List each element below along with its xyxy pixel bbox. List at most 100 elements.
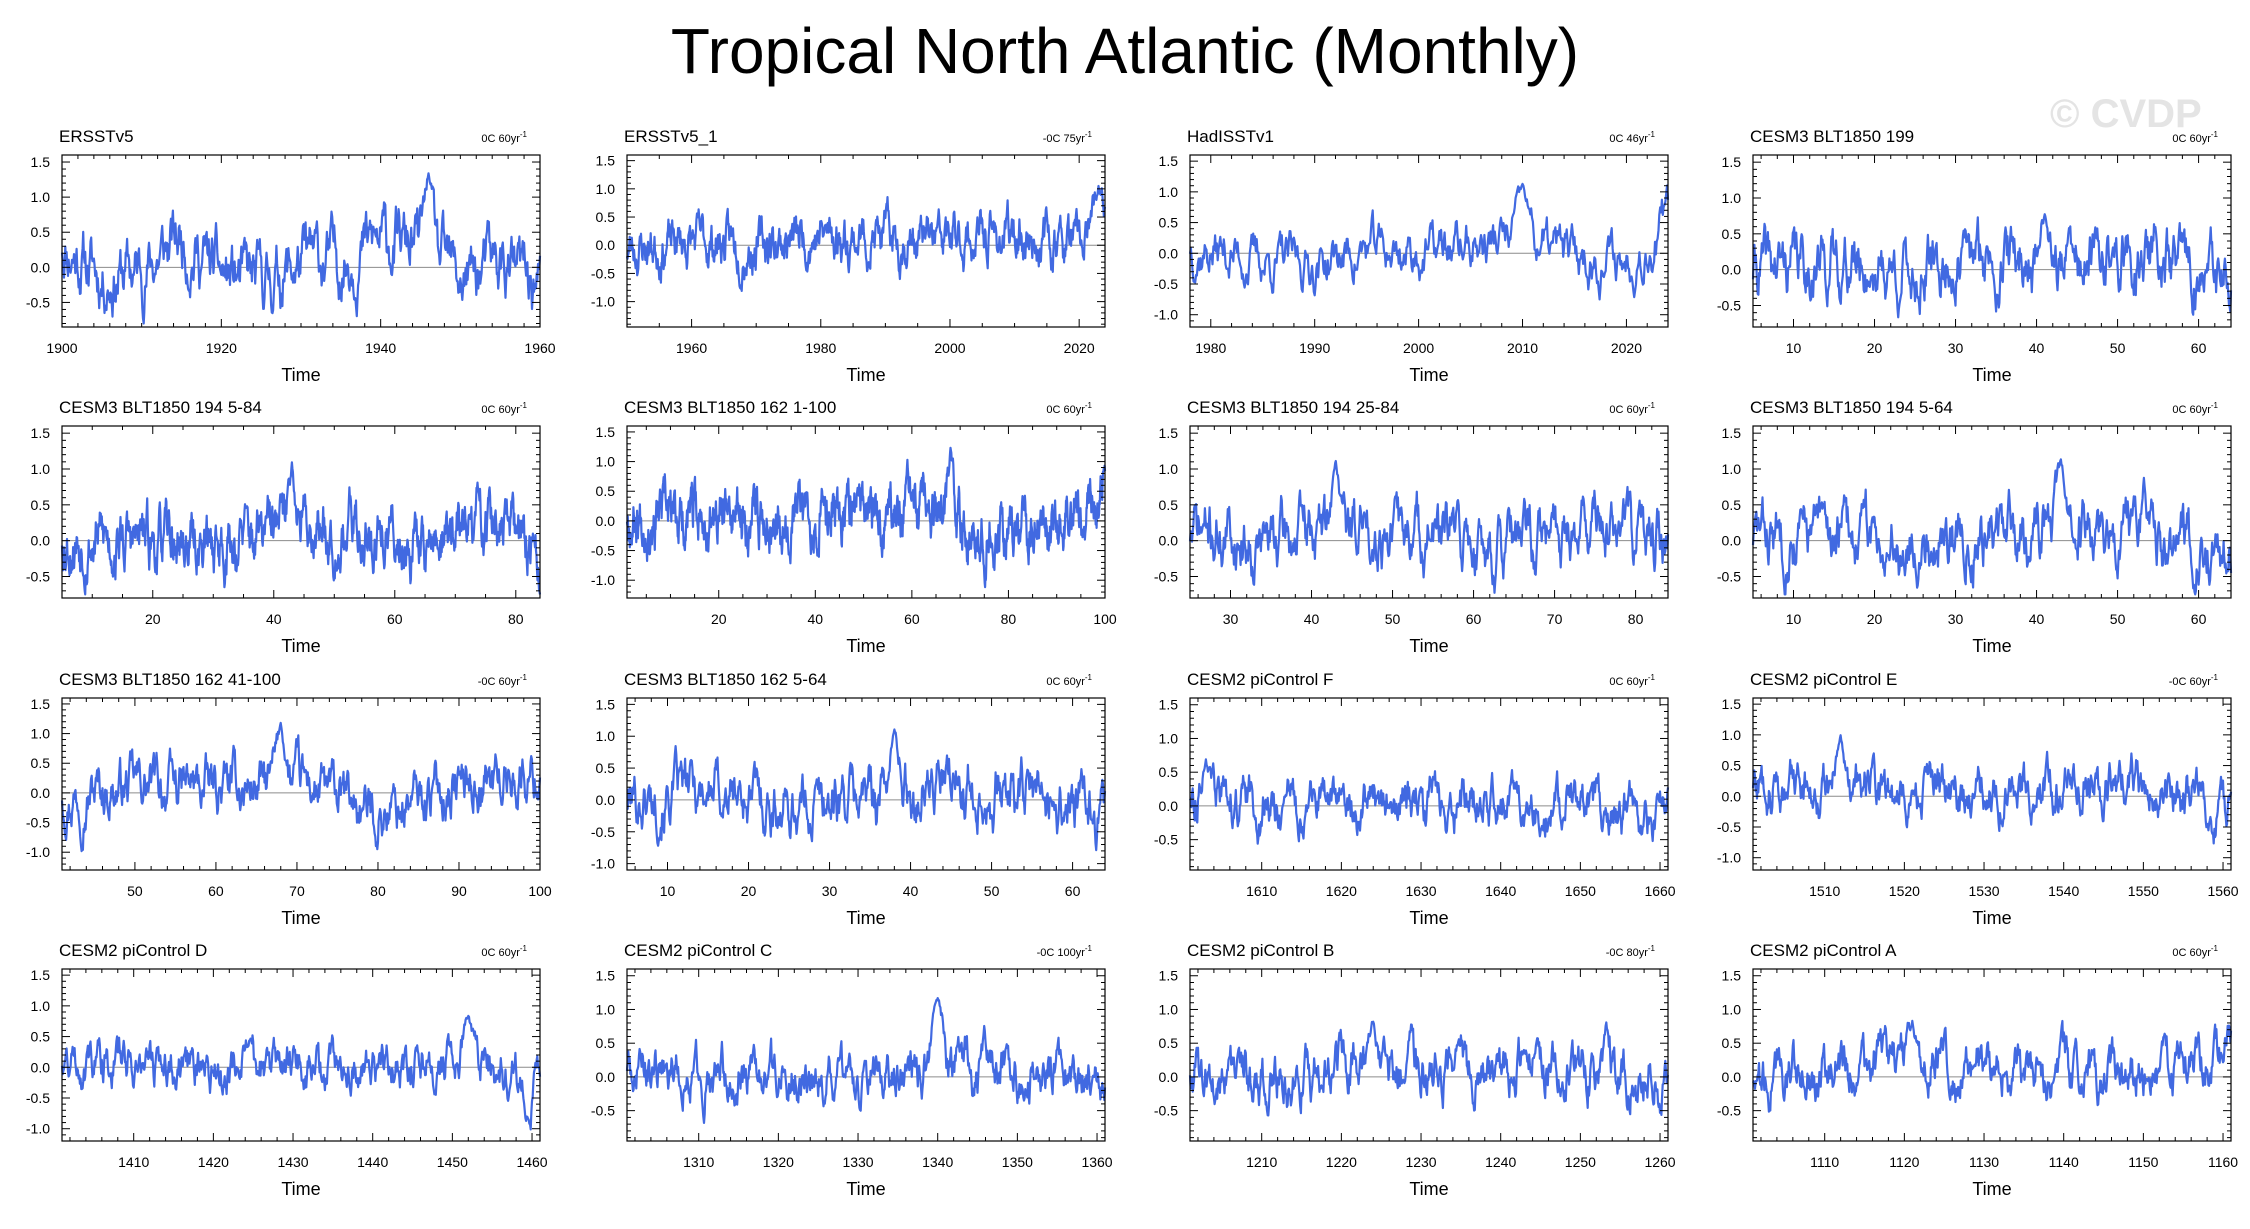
x-axis-label: Time (281, 365, 320, 385)
x-tick-label: 80 (1001, 611, 1017, 627)
x-tick-label: 1460 (516, 1154, 547, 1170)
y-tick-label: 0.5 (1159, 1035, 1179, 1051)
plot-frame (61, 697, 541, 871)
x-tick-label: 1450 (437, 1154, 468, 1170)
y-tick-label: 0.5 (1722, 497, 1742, 513)
x-axis-label: Time (1409, 365, 1448, 385)
y-tick-label: 0.5 (1722, 758, 1742, 774)
chart-panel: CESM2 piControl A 0C 60yr-1 -0.5 0.0 0.5 1.0 1… (1717, 941, 2238, 1199)
trend-label: -0C 60yr-1 (478, 673, 528, 688)
x-tick-label: 1260 (1644, 1154, 1675, 1170)
x-tick-label: 60 (2191, 340, 2207, 356)
y-tick-label: -0.5 (26, 569, 50, 585)
trend-label: -0C 75yr-1 (1043, 130, 1093, 145)
x-tick-label: 1440 (357, 1154, 388, 1170)
y-tick-label: 0.0 (31, 785, 51, 801)
y-tick-label: -1.0 (591, 856, 615, 872)
x-tick-label: 40 (2029, 611, 2045, 627)
chart-panel: HadISSTv1 0C 46yr-1 -1.0 -0.5 0.0 0.5 1.0 1.5 19… (1154, 127, 1670, 385)
chart-title: CESM2 piControl A (1750, 941, 1897, 960)
y-tick-label: -1.0 (26, 844, 50, 860)
page-title: Tropical North Atlantic (Monthly) (670, 15, 1580, 87)
y-tick-label: -1.0 (26, 1121, 50, 1137)
x-tick-label: 1980 (805, 340, 836, 356)
y-tick-label: -1.0 (591, 294, 615, 310)
y-tick-label: 0.0 (1159, 1069, 1179, 1085)
x-tick-label: 1310 (683, 1154, 714, 1170)
x-tick-label: 2020 (1064, 340, 1095, 356)
y-tick-label: 1.5 (1722, 696, 1742, 712)
y-tick-label: 0.5 (31, 224, 51, 240)
y-tick-label: 0.0 (596, 237, 616, 253)
plot-frame (1752, 154, 2232, 328)
x-tick-label: 40 (266, 611, 282, 627)
x-tick-label: 1940 (365, 340, 396, 356)
x-axis-label: Time (846, 365, 885, 385)
y-tick-label: -0.5 (26, 1090, 50, 1106)
x-tick-label: 40 (903, 883, 919, 899)
y-tick-label: 1.0 (596, 728, 616, 744)
y-tick-label: 0.5 (596, 760, 616, 776)
chart-title: CESM3 BLT1850 162 41-100 (59, 670, 281, 689)
y-tick-label: 1.0 (1159, 184, 1179, 200)
y-tick-label: 0.0 (1722, 788, 1742, 804)
x-axis-label: Time (1972, 1179, 2011, 1199)
x-tick-label: 1160 (2208, 1154, 2238, 1170)
x-tick-label: 1980 (1195, 340, 1226, 356)
x-tick-label: 1250 (1565, 1154, 1596, 1170)
y-tick-label: 1.5 (31, 967, 51, 983)
trend-label: 0C 60yr-1 (1046, 673, 1092, 688)
x-tick-label: 1430 (277, 1154, 308, 1170)
plot-frame (1752, 968, 2232, 1142)
data-series-line (1188, 758, 1670, 845)
x-tick-label: 60 (904, 611, 920, 627)
y-tick-label: 1.5 (31, 425, 51, 441)
x-tick-label: 1510 (1809, 883, 1840, 899)
x-tick-label: 60 (1466, 611, 1482, 627)
trend-label: 0C 60yr-1 (2172, 944, 2218, 959)
y-tick-label: 1.5 (596, 153, 616, 169)
y-tick-label: 1.5 (31, 154, 51, 170)
chart-title: CESM2 piControl F (1187, 670, 1333, 689)
chart-panel: CESM3 BLT1850 194 25-84 0C 60yr-1 -0.5 0.0 0… (1154, 398, 1670, 656)
x-tick-label: 20 (1867, 611, 1883, 627)
chart-title: CESM3 BLT1850 194 5-84 (59, 398, 262, 417)
x-axis-label: Time (846, 636, 885, 656)
x-axis-label: Time (281, 1179, 320, 1199)
data-series-line (625, 184, 1107, 292)
x-tick-label: 1960 (524, 340, 555, 356)
data-series-line (1751, 458, 2233, 596)
x-tick-label: 1410 (118, 1154, 149, 1170)
y-tick-label: 1.0 (1159, 730, 1179, 746)
data-series-line (1751, 1019, 2233, 1113)
x-tick-label: 30 (1948, 611, 1964, 627)
y-tick-label: -0.5 (26, 815, 50, 831)
y-tick-label: 0.0 (31, 533, 51, 549)
x-tick-label: 1330 (842, 1154, 873, 1170)
y-tick-label: -0.5 (1717, 819, 1741, 835)
x-axis-label: Time (1972, 636, 2011, 656)
trend-label: 0C 60yr-1 (481, 401, 527, 416)
y-tick-label: 1.5 (1159, 425, 1179, 441)
plot-frame (626, 154, 1106, 328)
x-tick-label: 1110 (1810, 1154, 1839, 1170)
y-tick-label: -0.5 (591, 1103, 615, 1119)
x-tick-label: 80 (508, 611, 524, 627)
x-tick-label: 1960 (676, 340, 707, 356)
data-series-line (60, 721, 542, 853)
x-tick-label: 50 (984, 883, 1000, 899)
data-series-line (626, 728, 1107, 852)
chart-title: ERSSTv5_1 (624, 127, 718, 146)
y-tick-label: 0.5 (596, 1035, 616, 1051)
y-tick-label: 0.5 (1722, 1035, 1742, 1051)
x-tick-label: 1130 (1969, 1154, 1999, 1170)
x-tick-label: 1210 (1246, 1154, 1277, 1170)
y-tick-label: 0.0 (31, 259, 51, 275)
chart-panel: CESM3 BLT1850 162 1-100 0C 60yr-1 -1.0 -0.5… (591, 398, 1117, 656)
x-tick-label: 20 (711, 611, 727, 627)
x-tick-label: 1520 (1889, 883, 1920, 899)
y-tick-label: -0.5 (591, 543, 615, 559)
x-tick-label: 10 (660, 883, 676, 899)
trend-label: -0C 80yr-1 (1606, 944, 1656, 959)
